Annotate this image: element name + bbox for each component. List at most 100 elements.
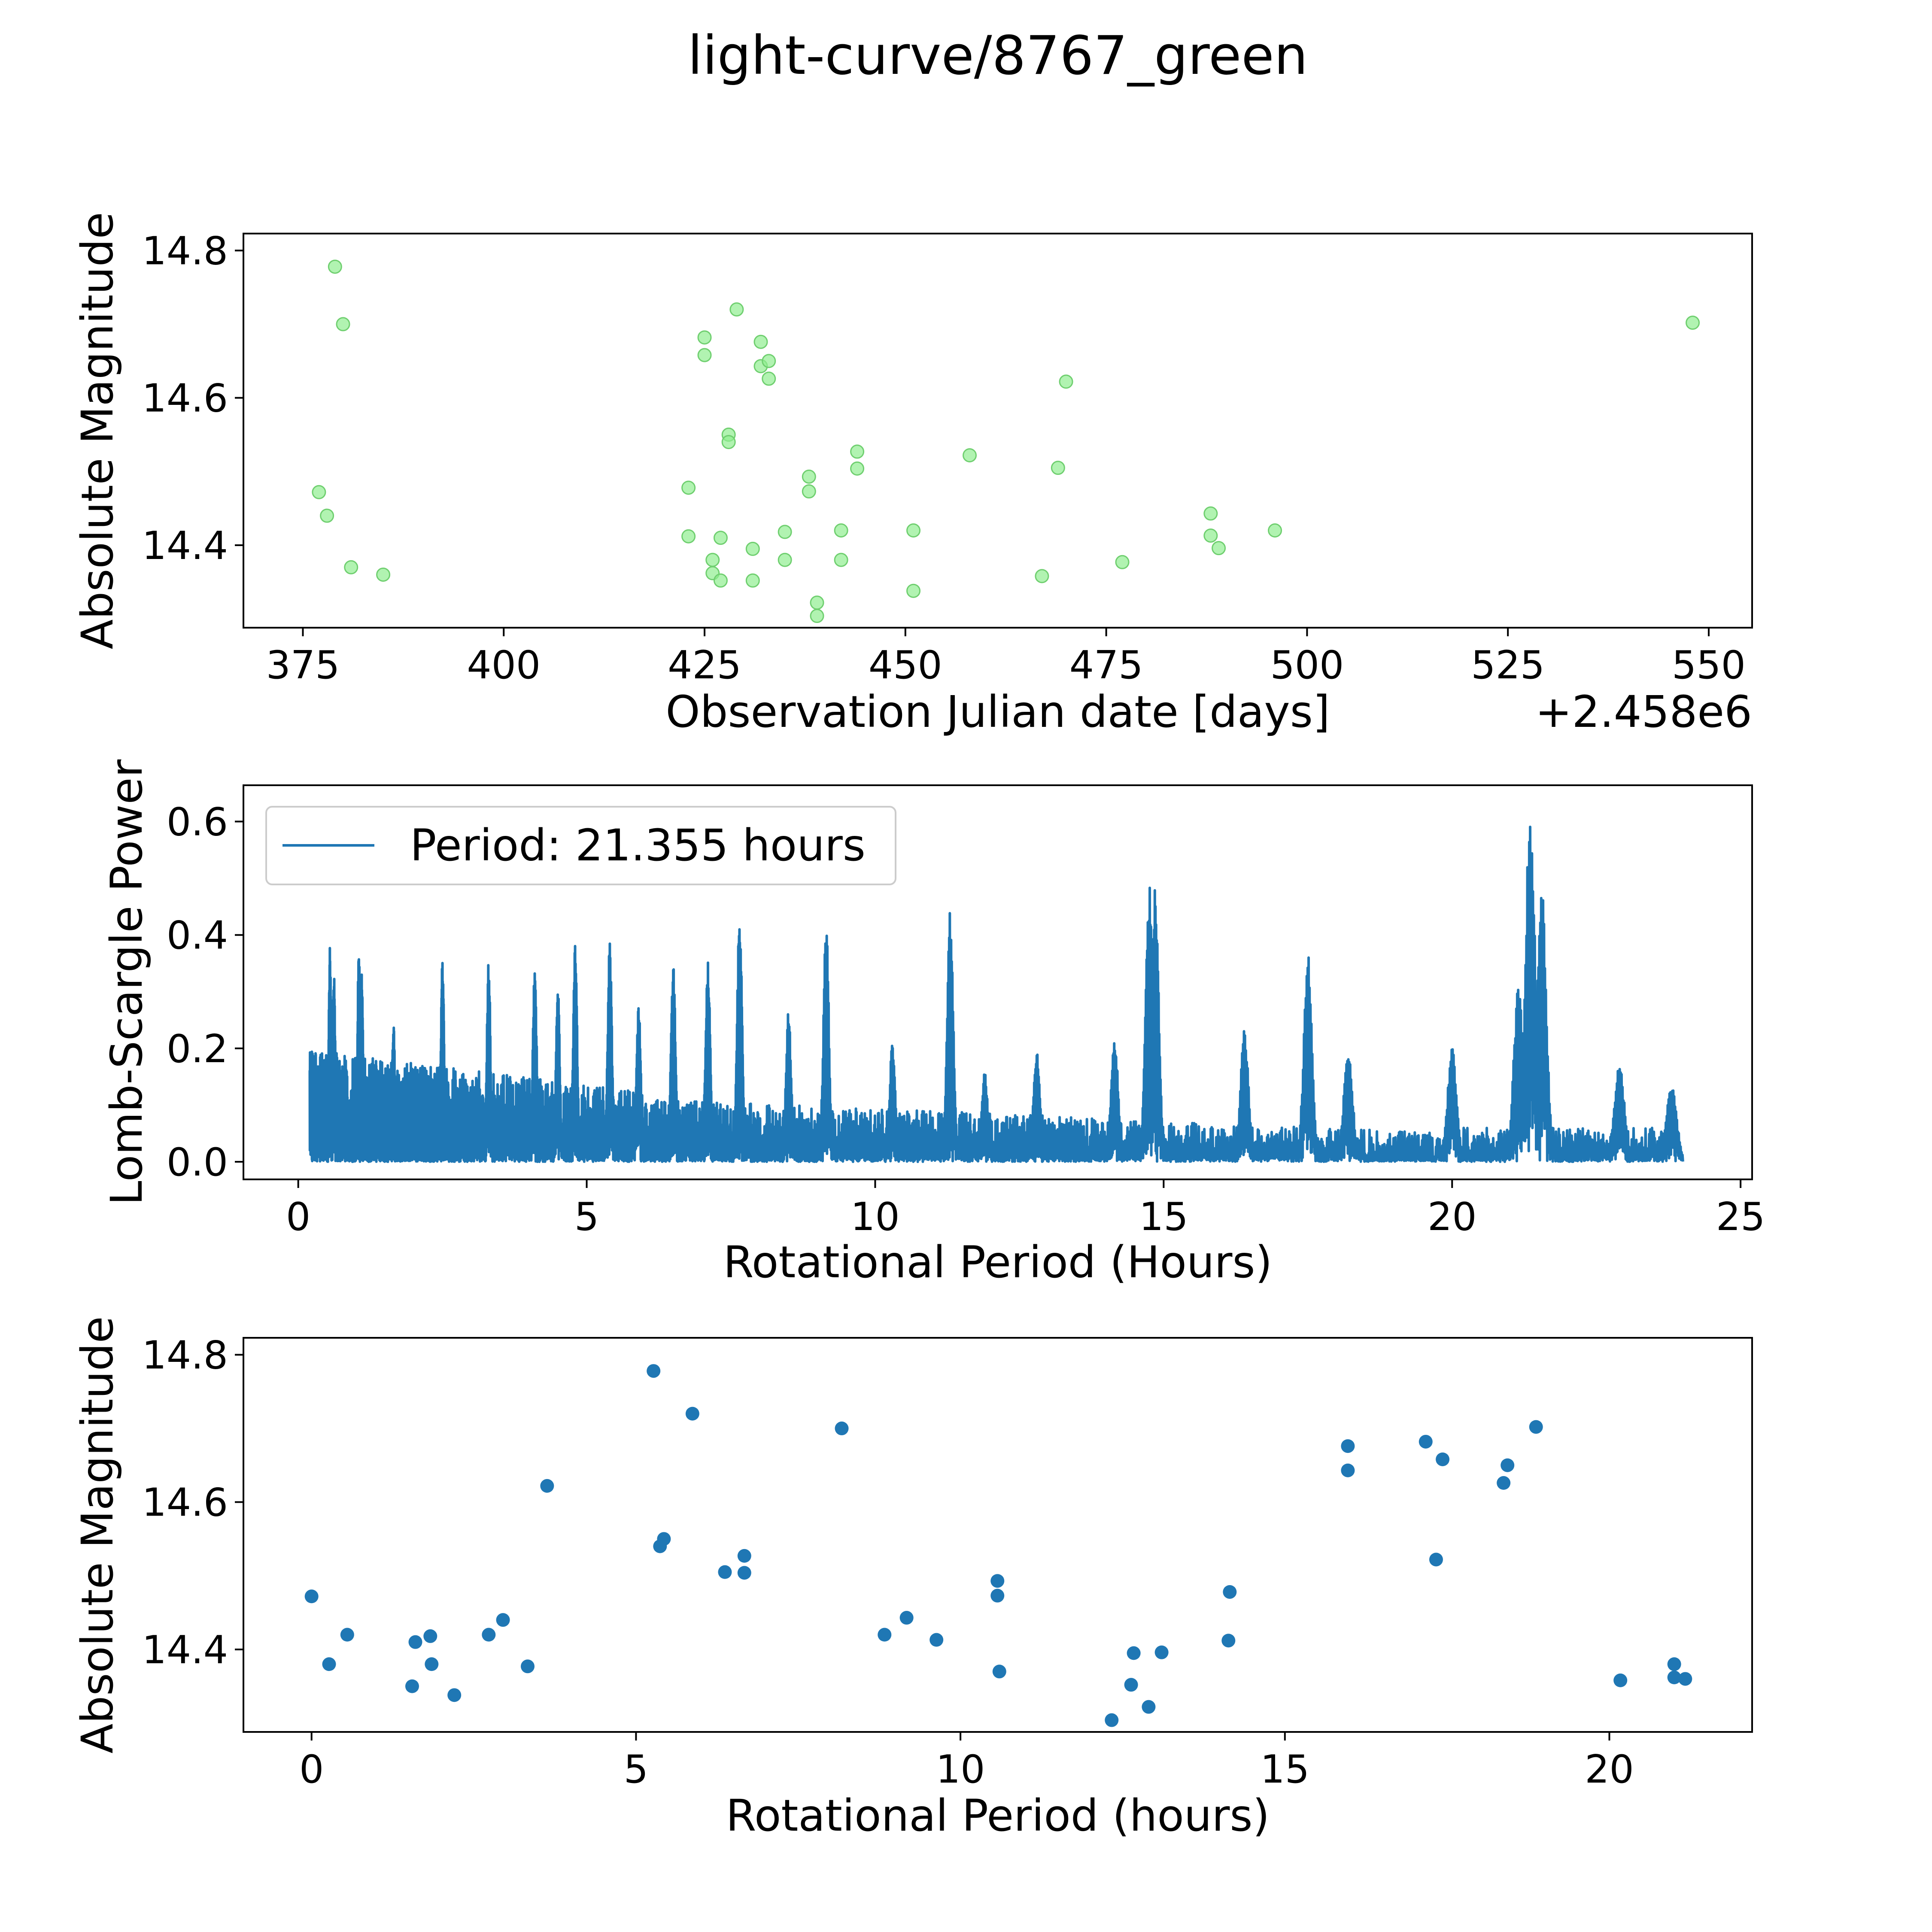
folded-curve-point [685, 1406, 699, 1421]
folded-curve-point [1105, 1713, 1119, 1727]
folded-curve-points [304, 1364, 1692, 1727]
folded-curve-y-label: Absolute Magnitude [72, 1316, 123, 1754]
light-curve-point [1212, 541, 1226, 556]
y-tick-label: 14.4 [142, 523, 228, 568]
light-curve-point [376, 567, 391, 582]
folded-curve-point [647, 1364, 661, 1378]
folded-curve-point [482, 1628, 496, 1642]
folded-curve-point [1221, 1634, 1236, 1648]
light-curve-point [320, 508, 334, 523]
folded-curve-point [1667, 1657, 1681, 1671]
light-curve-point [850, 461, 865, 476]
folded-curve-point [1419, 1434, 1433, 1449]
light-curve-x-label: Observation Julian date [days] [665, 687, 1330, 738]
legend-label: Period: 21.355 hours [410, 820, 866, 871]
periodogram-frame [243, 784, 1753, 1180]
light-curve-point [906, 583, 921, 598]
folded-curve-point [992, 1665, 1006, 1679]
folded-curve-point [930, 1633, 944, 1647]
periodogram-plot: 0 5 10 15 20 25 0.0 0.2 0.4 0.6 Period: 21.355 h… [101, 759, 1765, 1288]
x-tick-label: 550 [1672, 643, 1746, 688]
folded-curve-point [1223, 1585, 1237, 1599]
x-tick-label: 10 [851, 1194, 900, 1239]
folded-curve-point [1613, 1673, 1628, 1687]
folded-curve-point [835, 1422, 849, 1436]
y-tick-label: 14.8 [142, 1333, 228, 1378]
folded-curve-point [423, 1629, 437, 1643]
light-curve-plot: 375 400 425 450 475 500 525 550 14.4 14.6 14.8 Ob… [72, 212, 1753, 738]
periodogram-legend: Period: 21.355 hours [265, 806, 896, 885]
light-curve-point [762, 371, 776, 386]
folded-curve-point [657, 1532, 671, 1546]
light-curve-point [802, 484, 816, 499]
folded-curve-point [990, 1574, 1005, 1588]
light-curve-y-ticks: 14.4 14.6 14.8 [142, 228, 243, 568]
light-curve-point [1686, 316, 1700, 330]
light-curve-point [681, 480, 696, 495]
x-tick-label: 450 [869, 643, 942, 688]
folded-curve-point [520, 1659, 535, 1674]
light-curve-point [697, 348, 712, 362]
folded-curve-point [1529, 1420, 1543, 1434]
folded-curve-point [447, 1688, 462, 1702]
folded-curve-point [1341, 1439, 1355, 1453]
light-curve-point [344, 560, 358, 574]
folded-curve-point [540, 1479, 554, 1493]
x-tick-label: 375 [266, 643, 340, 688]
folded-curve-point [899, 1611, 914, 1625]
folded-curve-point [340, 1628, 354, 1642]
folded-curve-x-label: Rotational Period (hours) [726, 1790, 1270, 1841]
y-tick-label: 14.4 [142, 1628, 228, 1673]
folded-curve-point [1154, 1645, 1169, 1659]
folded-curve-point [1429, 1552, 1443, 1567]
x-tick-label: 15 [1261, 1747, 1310, 1792]
x-tick-label: 25 [1716, 1194, 1765, 1239]
light-curve-point [778, 525, 792, 539]
light-curve-point [963, 448, 977, 462]
light-curve-point [745, 573, 760, 588]
figure-title: light-curve/8767_green [688, 25, 1308, 87]
folded-curve-y-ticks: 14.4 14.6 14.8 [142, 1333, 243, 1673]
periodogram-x-label: Rotational Period (Hours) [723, 1237, 1273, 1288]
light-curve-point [1203, 506, 1218, 521]
light-curve-point [802, 469, 816, 484]
x-tick-label: 500 [1270, 643, 1344, 688]
folded-curve-point [1667, 1671, 1681, 1685]
light-curve-point [810, 595, 824, 610]
folded-curve-point [737, 1566, 751, 1580]
y-tick-label: 14.6 [142, 376, 228, 421]
folded-curve-point [1142, 1700, 1156, 1714]
folded-curve-point [718, 1565, 732, 1579]
folded-curve-point [496, 1613, 510, 1627]
light-curve-point [762, 354, 776, 368]
x-tick-label: 5 [624, 1747, 648, 1792]
x-tick-label: 475 [1069, 643, 1143, 688]
light-curve-point [1268, 523, 1282, 538]
x-tick-label: 20 [1428, 1194, 1477, 1239]
light-curve-y-label: Absolute Magnitude [72, 212, 123, 650]
folded-curve-point [322, 1657, 336, 1671]
folded-curve-point [304, 1589, 319, 1604]
light-curve-point [721, 435, 736, 450]
x-tick-label: 525 [1471, 643, 1545, 688]
folded-curve-point [408, 1635, 422, 1649]
folded-curve-point [425, 1657, 439, 1671]
x-tick-label: 10 [936, 1747, 985, 1792]
legend-box [265, 806, 896, 885]
light-curve-point [1059, 374, 1073, 389]
x-tick-label: 425 [668, 643, 741, 688]
periodogram-y-label: Lomb-Scargle Power [101, 759, 152, 1206]
folded-curve-point [405, 1679, 419, 1693]
folded-curve-x-ticks: 0 5 10 15 20 [299, 1732, 1634, 1792]
folded-curve-point [1124, 1678, 1138, 1692]
y-tick-label: 0.0 [167, 1140, 228, 1185]
light-curve-point [681, 529, 696, 544]
periodogram-series-line [308, 826, 1684, 1163]
folded-curve-point [1341, 1463, 1355, 1477]
folded-curve-plot: 0 5 10 15 20 14.4 14.6 14.8 Rotational Period … [72, 1316, 1753, 1841]
light-curve-point [834, 523, 848, 538]
x-tick-label: 0 [286, 1194, 310, 1239]
light-curve-point [1203, 529, 1218, 543]
y-tick-label: 0.6 [167, 800, 228, 845]
